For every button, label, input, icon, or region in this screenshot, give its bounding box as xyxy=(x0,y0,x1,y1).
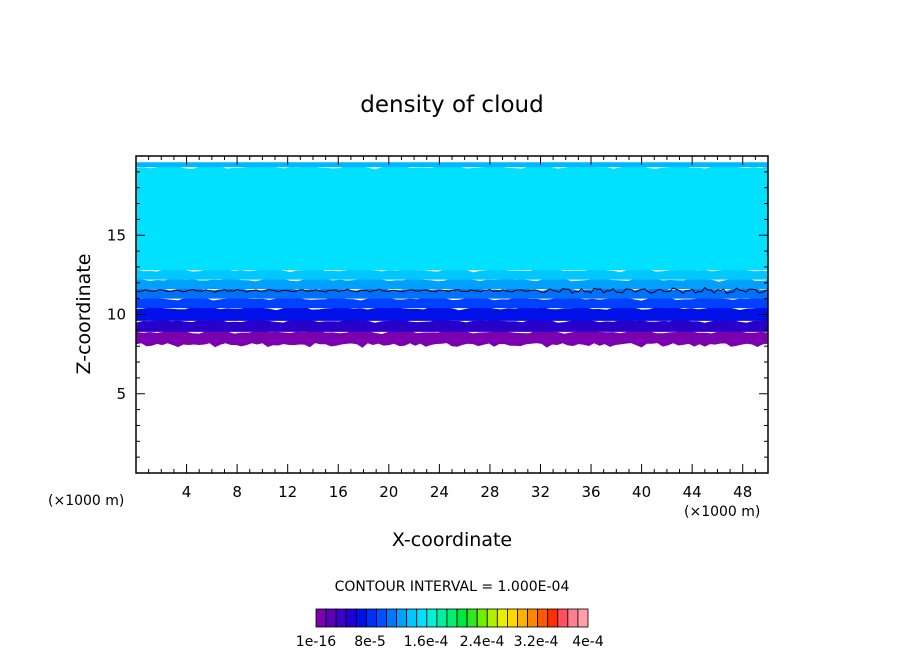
z-unit-label: (×1000 m) xyxy=(48,493,124,509)
colorbar-swatch xyxy=(496,608,508,628)
cloud-base-edge xyxy=(136,343,768,348)
cloud-density-bands xyxy=(136,162,768,344)
colorbar-swatch xyxy=(365,608,377,628)
x-tick-label: 36 xyxy=(581,483,600,501)
x-tick-label: 20 xyxy=(379,483,398,501)
colorbar-swatch xyxy=(527,608,539,628)
colorbar-swatch xyxy=(335,608,347,628)
colorbar-swatch xyxy=(547,608,559,628)
colorbar-swatch xyxy=(577,608,589,628)
colorbar-swatch xyxy=(557,608,569,628)
x-tick-label: 28 xyxy=(480,483,499,501)
contour-line xyxy=(135,286,769,295)
colorbar-swatch xyxy=(476,608,488,628)
density-band xyxy=(136,318,768,332)
density-band xyxy=(136,162,768,168)
y-tick-label: 10 xyxy=(107,306,126,324)
colorbar-swatch xyxy=(376,608,387,628)
colorbar-swatch xyxy=(355,608,367,628)
colorbar-swatch xyxy=(386,608,397,628)
density-band xyxy=(136,268,768,280)
colorbar-swatch xyxy=(345,608,357,628)
colorbar-swatch xyxy=(426,608,438,628)
cloud-base-fringe xyxy=(136,343,768,348)
x-unit-label: (×1000 m) xyxy=(684,504,760,520)
x-tick-label: 48 xyxy=(733,483,752,501)
colorbar-swatch xyxy=(315,608,327,628)
x-tick-label: 8 xyxy=(232,483,242,501)
colorbar-swatch xyxy=(456,608,468,628)
x-tick-label: 12 xyxy=(278,483,297,501)
colorbar-labels: 1e-16 8e-5 1.6e-4 2.4e-4 3.2e-4 4e-4 xyxy=(296,634,604,650)
colorbar-swatch xyxy=(406,608,418,628)
x-tick-label: 16 xyxy=(329,483,348,501)
colorbar-tick-label: 1e-16 xyxy=(296,634,336,650)
y-tick-label: 5 xyxy=(116,385,126,403)
colorbar-swatch xyxy=(537,608,549,628)
density-band xyxy=(136,329,768,344)
x-tick-label: 40 xyxy=(632,483,651,501)
x-tick-label: 32 xyxy=(531,483,550,501)
colorbar-swatch xyxy=(507,608,518,628)
x-tick-label: 24 xyxy=(430,483,449,501)
colorbar-swatch xyxy=(567,608,579,628)
contour-interval-label: CONTOUR INTERVAL = 1.000E-04 xyxy=(335,579,570,595)
x-tick-label: 4 xyxy=(182,483,192,501)
colorbar-tick-label: 8e-5 xyxy=(354,634,385,650)
colorbar-tick-label: 3.2e-4 xyxy=(514,634,559,650)
density-band xyxy=(136,296,768,309)
colorbar-tick-label: 4e-4 xyxy=(572,634,604,650)
density-band xyxy=(136,306,768,321)
x-tick-label: 44 xyxy=(683,483,702,501)
colorbar-swatch xyxy=(325,608,337,628)
colorbar-tick-label: 2.4e-4 xyxy=(460,634,505,650)
colorbar xyxy=(315,608,589,628)
colorbar-swatch xyxy=(416,608,428,628)
y-tick-label: 15 xyxy=(107,226,126,244)
density-band xyxy=(136,287,768,299)
colorbar-swatch xyxy=(517,608,528,628)
colorbar-swatch xyxy=(446,608,458,628)
colorbar-swatch xyxy=(466,608,478,628)
colorbar-swatch xyxy=(486,608,498,628)
density-band xyxy=(136,165,768,271)
colorbar-swatch xyxy=(396,608,408,628)
colorbar-tick-label: 1.6e-4 xyxy=(404,634,449,650)
colorbar-swatch xyxy=(436,608,448,628)
chart-title: density of cloud xyxy=(360,92,543,118)
density-band xyxy=(136,277,768,290)
x-axis-label: X-coordinate xyxy=(392,529,512,551)
y-axis-label: Z-coordinate xyxy=(73,254,95,375)
